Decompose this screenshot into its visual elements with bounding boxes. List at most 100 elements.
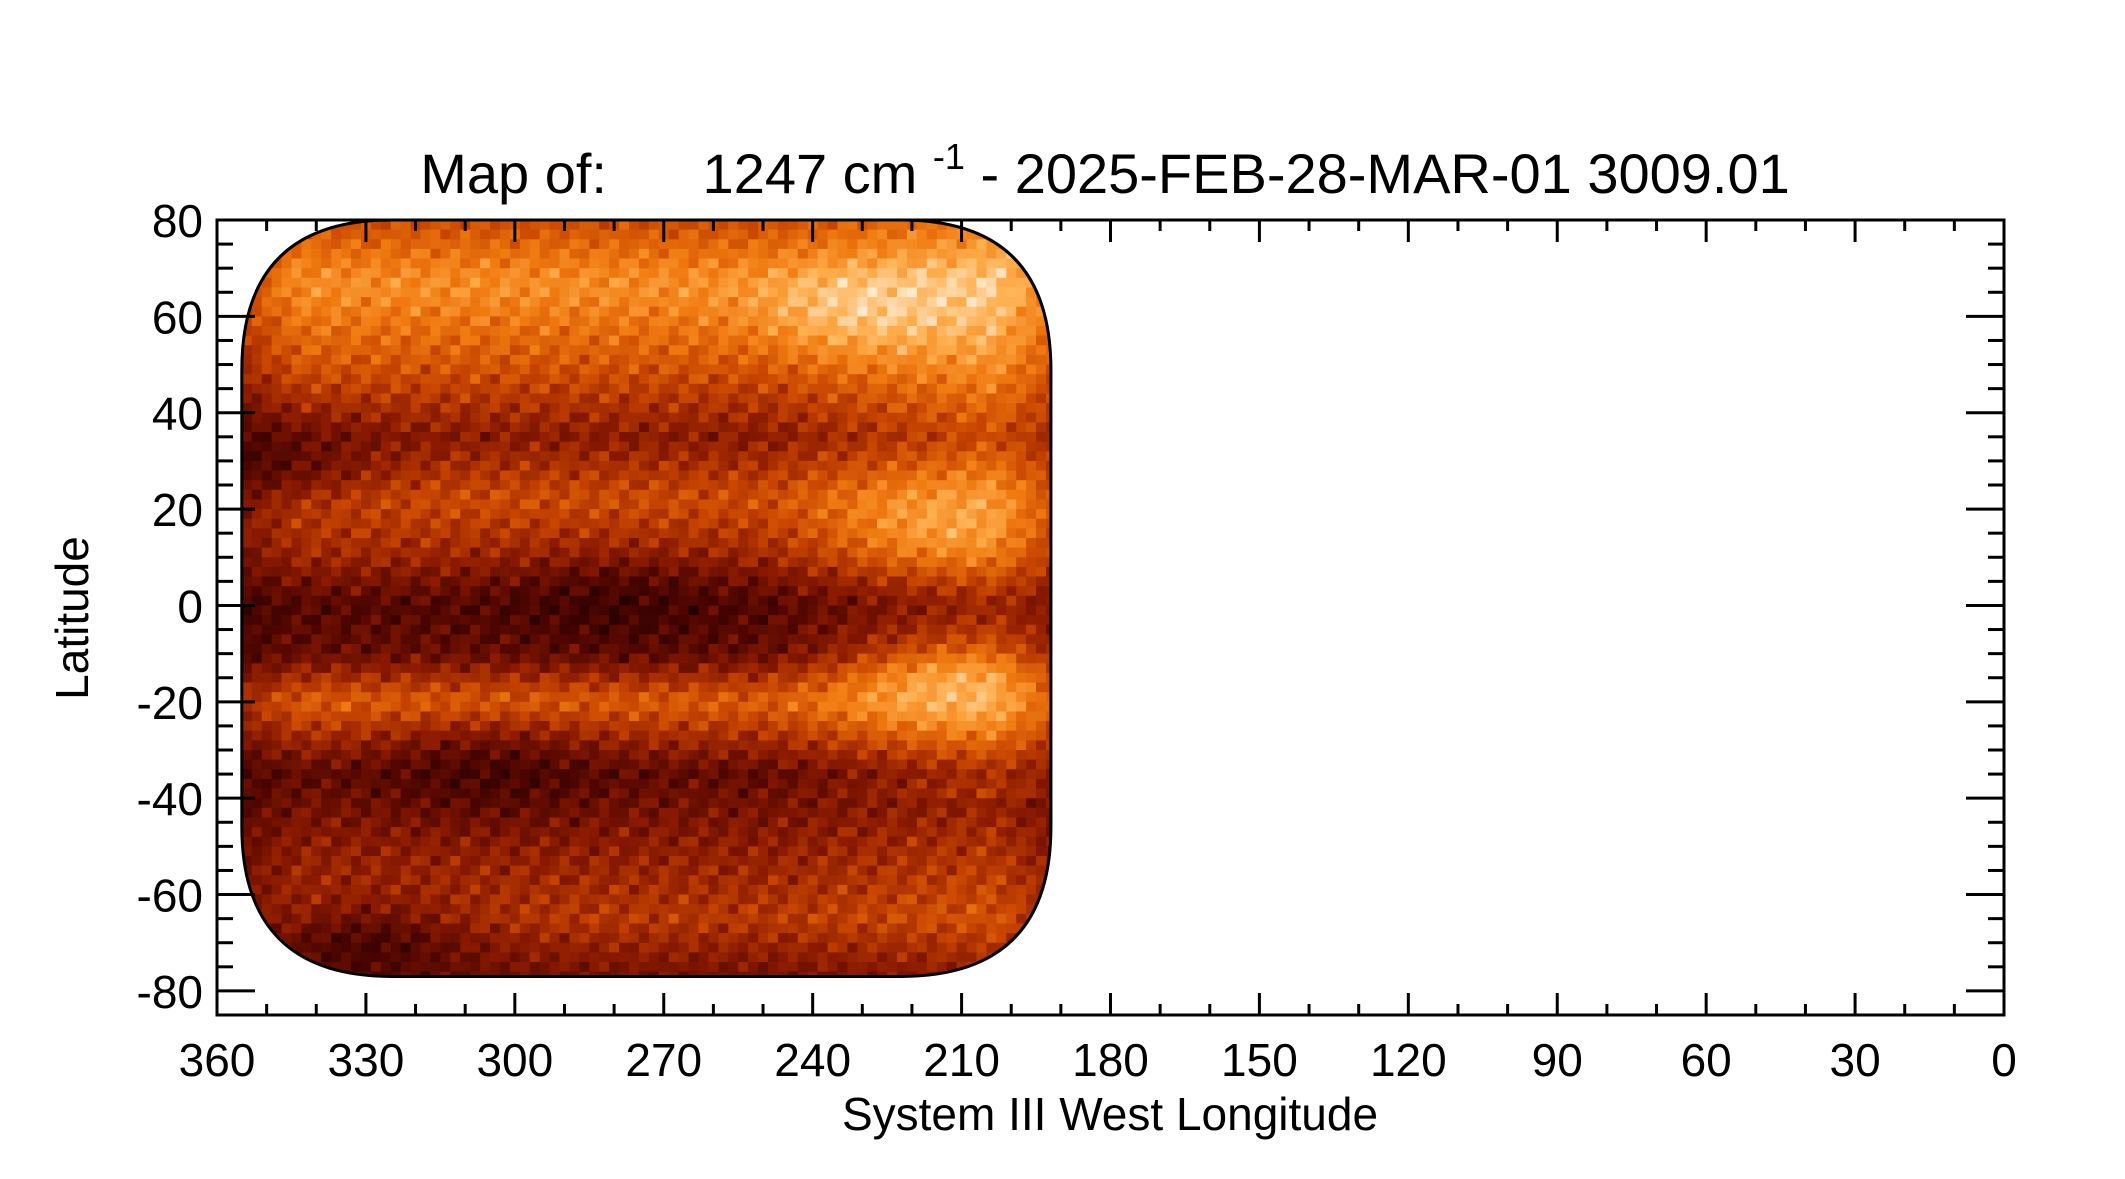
heatmap-cell (668, 277, 680, 289)
heatmap-cell (351, 721, 362, 732)
heatmap-cell (708, 354, 720, 366)
heatmap-cell (768, 374, 779, 385)
heatmap-cell (1056, 779, 1067, 789)
heatmap-cell (261, 663, 273, 674)
chart-title-wavenumber: 1247 cm (703, 142, 918, 205)
heatmap-cell (539, 297, 551, 308)
heatmap-cell (361, 788, 372, 799)
heatmap-cell (678, 509, 690, 520)
heatmap-cell (688, 480, 700, 491)
heatmap-cell (539, 759, 551, 770)
heatmap-cell (400, 701, 412, 713)
heatmap-cell (539, 422, 551, 433)
heatmap-cell (718, 547, 730, 558)
heatmap-cell (519, 538, 531, 549)
heatmap-cell (400, 374, 412, 385)
heatmap-cell (420, 393, 432, 404)
heatmap-cell (678, 701, 690, 713)
heatmap-cell (877, 750, 888, 761)
heatmap-cell (450, 740, 461, 751)
heatmap-cell (718, 306, 730, 318)
heatmap-cell (281, 393, 293, 404)
heatmap-cell (1026, 711, 1037, 722)
heatmap-cell (986, 277, 998, 289)
heatmap-cell (380, 460, 392, 472)
heatmap-cell (579, 547, 591, 558)
heatmap-cell (827, 576, 839, 587)
heatmap-cell (777, 403, 789, 414)
heatmap-cell (797, 287, 809, 298)
heatmap-cell (907, 518, 918, 530)
heatmap-cell (658, 778, 670, 790)
heatmap-cell (341, 518, 352, 530)
heatmap-cell (380, 297, 392, 308)
heatmap-cell (837, 460, 849, 472)
heatmap-cell (986, 692, 998, 703)
heatmap-cell (569, 470, 581, 481)
heatmap-cell (460, 788, 471, 799)
heatmap-cell (758, 615, 769, 626)
heatmap-cell (986, 403, 998, 414)
heatmap-cell (658, 441, 670, 452)
heatmap-cell (499, 306, 511, 318)
heatmap-cell (579, 644, 591, 655)
heatmap-cell (480, 682, 491, 693)
heatmap-cell (728, 393, 739, 404)
heatmap-cell (638, 345, 650, 356)
heatmap-cell (509, 624, 521, 636)
heatmap-cell (638, 538, 650, 549)
heatmap-cell (609, 644, 620, 655)
heatmap-cell (638, 354, 650, 366)
heatmap-cell (837, 576, 849, 587)
heatmap-cell (648, 778, 660, 790)
heatmap-cell (708, 258, 720, 269)
heatmap-cell (1056, 268, 1067, 278)
heatmap-cell (271, 595, 283, 607)
heatmap-cell (291, 248, 303, 260)
heatmap-cell (907, 489, 918, 501)
heatmap-cell (480, 451, 491, 462)
heatmap-cell (390, 518, 402, 530)
heatmap-cell (658, 547, 670, 558)
heatmap-cell (599, 364, 610, 375)
heatmap-cell (410, 692, 422, 703)
heatmap-cell (430, 576, 442, 587)
heatmap-cell (321, 701, 332, 713)
heatmap-cell (946, 460, 958, 472)
heatmap-cell (688, 383, 700, 395)
heatmap-cell (718, 788, 730, 799)
heatmap-cell (827, 759, 839, 770)
heatmap-cell (539, 740, 551, 751)
heatmap-cell (867, 778, 878, 790)
heatmap-cell (797, 393, 809, 404)
heatmap-cell (837, 287, 849, 298)
heatmap-cell (311, 538, 322, 549)
heatmap-cell (380, 229, 392, 240)
heatmap-cell (499, 432, 511, 443)
heatmap-cell (480, 750, 491, 761)
heatmap-cell (1016, 721, 1027, 732)
heatmap-cell (450, 277, 461, 289)
heatmap-cell (648, 499, 660, 510)
heatmap-cell (926, 248, 938, 260)
heatmap-cell (877, 595, 888, 607)
heatmap-cell (499, 383, 511, 395)
heatmap-cell (678, 730, 690, 742)
heatmap-cell (996, 682, 1007, 693)
heatmap-cell (261, 576, 273, 587)
heatmap-cell (738, 605, 749, 616)
heatmap-cell (817, 316, 829, 327)
heatmap-cell (877, 701, 888, 713)
heatmap-cell (549, 499, 561, 510)
heatmap-cell (688, 605, 700, 616)
heatmap-cell (490, 374, 501, 385)
heatmap-cell (480, 432, 491, 443)
heatmap-cell (1026, 364, 1037, 375)
heatmap-cell (817, 672, 829, 684)
heatmap-cell (638, 412, 650, 424)
heatmap-cell (708, 374, 720, 385)
heatmap-cell (887, 248, 898, 260)
heatmap-cell (638, 615, 650, 626)
heatmap-cell (966, 306, 978, 318)
heatmap-cell (559, 672, 571, 684)
